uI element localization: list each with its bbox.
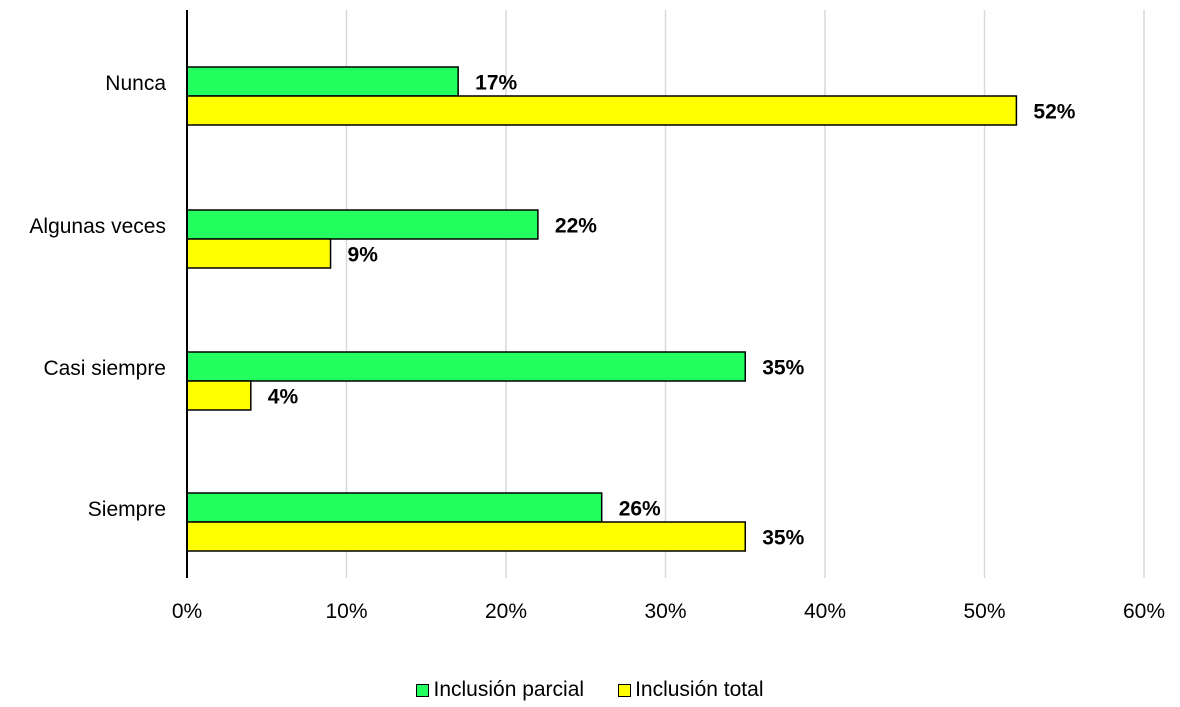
x-tick-label: 0%	[172, 600, 202, 623]
bar	[186, 209, 539, 240]
legend-swatch-yellow	[618, 683, 632, 697]
data-label: 17%	[475, 72, 517, 95]
x-tick-label: 60%	[1123, 600, 1165, 623]
data-label: 35%	[762, 527, 804, 550]
y-category-label: Casi siempre	[43, 357, 166, 380]
legend: Inclusión parcial Inclusión total	[0, 678, 1180, 702]
x-tick-label: 20%	[485, 600, 527, 623]
data-label: 22%	[555, 215, 597, 238]
bar	[186, 66, 459, 97]
y-category-label: Siempre	[88, 498, 166, 521]
y-category-label: Nunca	[105, 72, 166, 95]
legend-swatch-green	[416, 683, 430, 697]
x-tick-label: 50%	[963, 600, 1005, 623]
data-label: 26%	[619, 498, 661, 521]
bar	[186, 521, 746, 552]
legend-item-series-2: Inclusión total	[618, 678, 764, 702]
bar	[186, 95, 1018, 126]
x-tick-label: 10%	[325, 600, 367, 623]
bar	[186, 380, 252, 411]
bars	[186, 66, 1018, 552]
bar	[186, 238, 332, 269]
data-label: 9%	[348, 244, 379, 267]
y-category-label: Algunas veces	[29, 215, 166, 238]
labels: 0% 10% 20% 30% 40% 50% 60% 17% 52% Nunca 22% 9% Algu…	[29, 72, 1165, 624]
data-label: 35%	[762, 357, 804, 380]
bar	[186, 492, 603, 523]
bar	[186, 351, 746, 382]
data-label: 52%	[1033, 101, 1075, 124]
x-tick-label: 40%	[804, 600, 846, 623]
legend-item-series-1: Inclusión parcial	[416, 678, 584, 702]
data-label: 4%	[268, 386, 299, 409]
legend-label: Inclusión parcial	[433, 678, 585, 701]
x-tick-label: 30%	[644, 600, 686, 623]
legend-label: Inclusión total	[635, 678, 764, 701]
